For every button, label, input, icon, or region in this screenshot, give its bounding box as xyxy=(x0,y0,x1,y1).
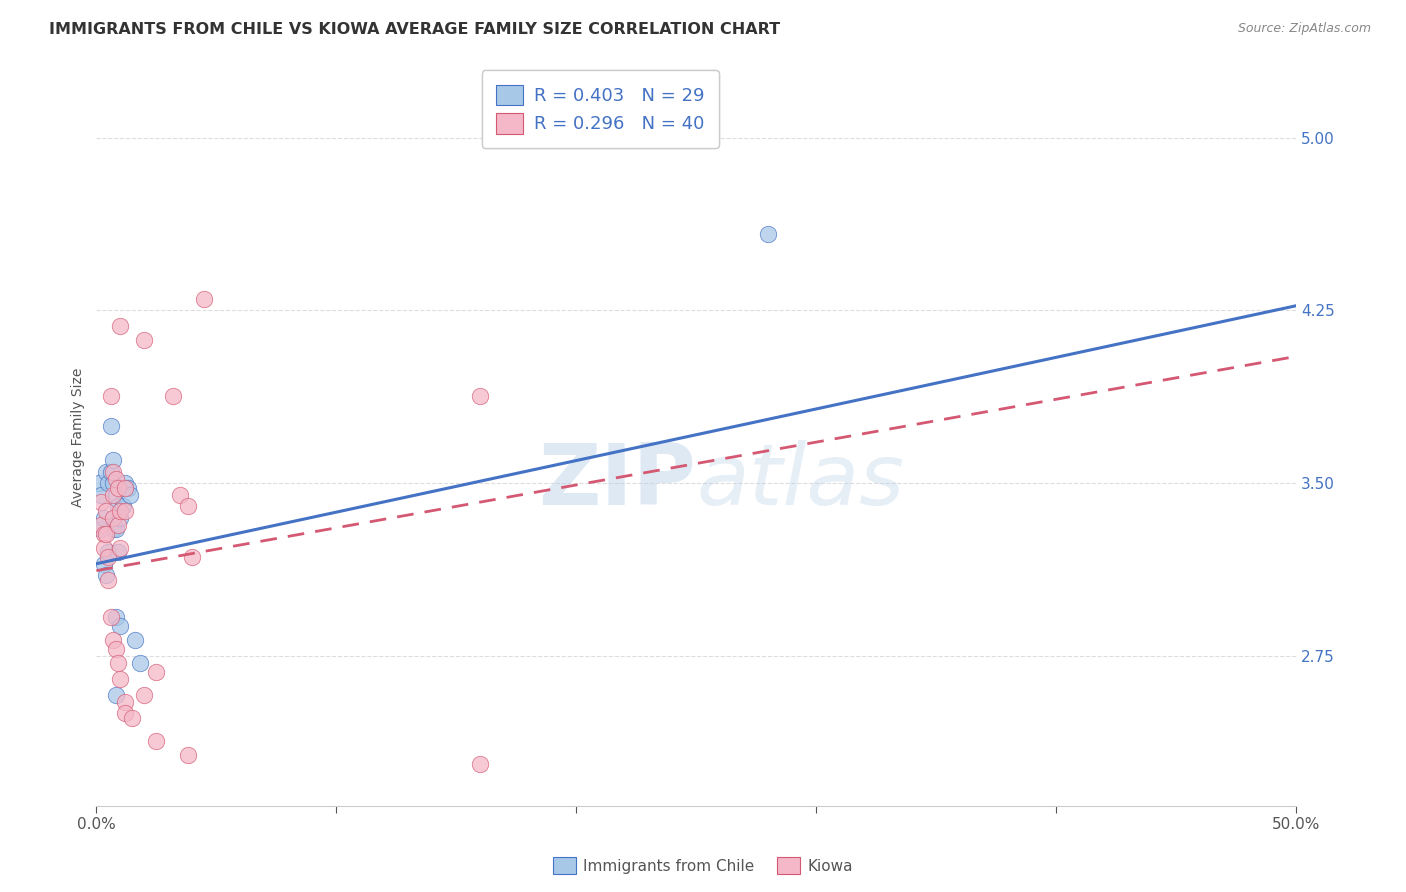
Text: IMMIGRANTS FROM CHILE VS KIOWA AVERAGE FAMILY SIZE CORRELATION CHART: IMMIGRANTS FROM CHILE VS KIOWA AVERAGE F… xyxy=(49,22,780,37)
Point xyxy=(90,488,112,502)
Point xyxy=(110,510,132,524)
Point xyxy=(93,510,115,524)
Y-axis label: Average Family Size: Average Family Size xyxy=(72,368,86,507)
Point xyxy=(114,481,136,495)
Point xyxy=(94,465,117,479)
Point xyxy=(94,526,117,541)
Point xyxy=(101,632,124,647)
Point xyxy=(111,499,134,513)
Point xyxy=(97,573,120,587)
Point xyxy=(97,476,120,491)
Point xyxy=(128,656,150,670)
Point xyxy=(94,504,117,518)
Point xyxy=(104,522,127,536)
Point xyxy=(145,734,167,748)
Point xyxy=(87,476,110,491)
Point xyxy=(110,541,132,555)
Point xyxy=(104,688,127,702)
Point xyxy=(101,522,124,536)
Point xyxy=(101,453,124,467)
Point xyxy=(100,418,122,433)
Point xyxy=(110,504,132,518)
Point xyxy=(94,568,117,582)
Point xyxy=(117,481,139,495)
Point xyxy=(162,388,184,402)
Text: ZIP: ZIP xyxy=(538,440,696,523)
Legend: Immigrants from Chile, Kiowa: Immigrants from Chile, Kiowa xyxy=(547,851,859,880)
Text: atlas: atlas xyxy=(696,440,904,523)
Point xyxy=(101,488,124,502)
Point xyxy=(114,476,136,491)
Point xyxy=(134,688,156,702)
Point xyxy=(114,504,136,518)
Point xyxy=(124,632,146,647)
Point xyxy=(107,545,129,559)
Point xyxy=(110,319,132,334)
Point xyxy=(100,609,122,624)
Point xyxy=(169,488,191,502)
Point xyxy=(90,522,112,536)
Point xyxy=(145,665,167,679)
Point xyxy=(470,757,492,772)
Point xyxy=(101,476,124,491)
Point xyxy=(756,227,779,242)
Point xyxy=(114,695,136,709)
Point xyxy=(107,481,129,495)
Point xyxy=(100,465,122,479)
Point xyxy=(134,334,156,348)
Point xyxy=(470,388,492,402)
Legend: R = 0.403   N = 29, R = 0.296   N = 40: R = 0.403 N = 29, R = 0.296 N = 40 xyxy=(482,70,718,148)
Point xyxy=(110,672,132,686)
Point xyxy=(90,494,112,508)
Point xyxy=(176,747,198,762)
Point xyxy=(93,526,115,541)
Point xyxy=(114,706,136,721)
Point xyxy=(104,642,127,657)
Point xyxy=(181,549,204,564)
Point xyxy=(97,545,120,559)
Point xyxy=(104,471,127,485)
Point xyxy=(101,465,124,479)
Point xyxy=(107,517,129,532)
Point xyxy=(118,488,141,502)
Point xyxy=(176,499,198,513)
Text: Source: ZipAtlas.com: Source: ZipAtlas.com xyxy=(1237,22,1371,36)
Point xyxy=(93,541,115,555)
Point xyxy=(107,656,129,670)
Point xyxy=(121,711,143,725)
Point xyxy=(110,619,132,633)
Point xyxy=(104,488,127,502)
Point xyxy=(93,557,115,571)
Point xyxy=(100,388,122,402)
Point xyxy=(97,549,120,564)
Point xyxy=(107,499,129,513)
Point xyxy=(104,609,127,624)
Point xyxy=(101,510,124,524)
Point xyxy=(193,292,215,306)
Point xyxy=(90,517,112,532)
